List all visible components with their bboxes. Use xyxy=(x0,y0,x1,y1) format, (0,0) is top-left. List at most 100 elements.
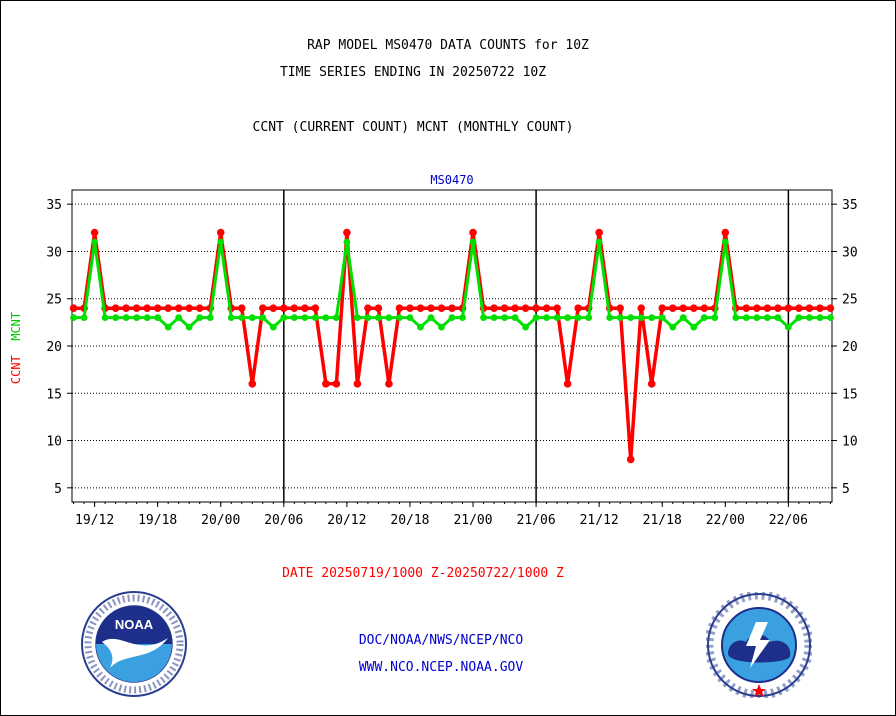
data-point-ccnt xyxy=(185,304,194,312)
data-point-mcnt xyxy=(175,314,183,322)
data-point-mcnt xyxy=(301,314,309,322)
x-tick-label: 21/18 xyxy=(643,513,682,528)
data-point-ccnt xyxy=(301,304,309,312)
x-tick-label: 21/06 xyxy=(517,513,556,528)
data-point-ccnt xyxy=(563,380,572,388)
data-point-mcnt xyxy=(417,323,424,331)
x-tick-label: 22/00 xyxy=(706,513,745,528)
data-point-ccnt xyxy=(216,228,225,237)
data-point-ccnt xyxy=(311,304,320,312)
credit-website: WWW.NCO.NCEP.NOAA.GOV xyxy=(358,660,524,675)
data-point-mcnt xyxy=(185,323,193,331)
data-point-mcnt xyxy=(353,314,361,322)
data-point-ccnt xyxy=(753,304,761,312)
data-point-ccnt xyxy=(469,228,477,237)
data-point-mcnt xyxy=(311,314,319,322)
data-point-ccnt xyxy=(132,304,141,312)
data-point-mcnt xyxy=(637,314,645,322)
data-point-ccnt xyxy=(616,304,624,312)
data-point-mcnt xyxy=(700,314,708,322)
data-point-mcnt xyxy=(448,314,456,322)
data-point-mcnt xyxy=(742,314,750,322)
data-point-ccnt xyxy=(805,304,814,312)
data-point-mcnt xyxy=(280,314,288,322)
data-point-ccnt xyxy=(406,304,414,312)
data-point-ccnt xyxy=(763,304,772,312)
date-range-label: DATE 20250719/1000 Z-20250722/1000 Z xyxy=(282,566,564,581)
data-point-ccnt xyxy=(322,380,330,388)
y-tick-label-left: 15 xyxy=(46,387,62,402)
data-point-mcnt xyxy=(322,314,330,322)
data-point-mcnt xyxy=(164,323,172,331)
data-point-mcnt xyxy=(364,314,372,322)
data-point-mcnt xyxy=(143,314,151,322)
series-line-ccnt xyxy=(73,230,831,462)
data-point-ccnt xyxy=(700,304,709,312)
data-point-mcnt xyxy=(112,314,120,322)
data-point-ccnt xyxy=(174,304,183,312)
data-point-ccnt xyxy=(343,228,351,237)
data-point-ccnt xyxy=(500,304,509,312)
data-point-mcnt xyxy=(816,314,824,322)
data-point-ccnt xyxy=(332,380,341,388)
data-point-mcnt xyxy=(332,314,340,322)
data-point-mcnt xyxy=(753,314,761,322)
data-point-mcnt xyxy=(721,238,729,246)
data-point-mcnt xyxy=(711,314,719,322)
data-point-mcnt xyxy=(679,314,687,322)
x-tick-label: 20/18 xyxy=(390,513,429,528)
data-point-mcnt xyxy=(511,314,519,322)
data-point-mcnt xyxy=(459,314,466,322)
data-point-ccnt xyxy=(490,304,498,312)
data-point-mcnt xyxy=(469,238,477,246)
data-point-mcnt xyxy=(343,238,351,246)
chart-title-secondary: TIME SERIES ENDING IN 20250722 10Z xyxy=(279,65,547,80)
data-point-ccnt xyxy=(69,304,78,312)
chart-subtitle: CCNT (CURRENT COUNT) MCNT (MONTHLY COUNT… xyxy=(252,120,574,135)
data-point-mcnt xyxy=(564,314,572,322)
y-tick-label-right: 30 xyxy=(842,245,858,260)
data-point-mcnt xyxy=(427,314,435,322)
data-point-ccnt xyxy=(195,304,204,312)
y-tick-label-left: 30 xyxy=(46,245,62,260)
data-point-ccnt xyxy=(364,304,372,312)
x-tick-label: 21/12 xyxy=(580,513,619,528)
data-point-mcnt xyxy=(795,314,803,322)
data-point-ccnt xyxy=(416,304,425,312)
data-point-ccnt xyxy=(784,304,793,312)
data-point-ccnt xyxy=(248,380,257,388)
data-point-ccnt xyxy=(280,304,288,312)
noaa-logo-text: NOAA xyxy=(115,617,154,632)
data-point-mcnt xyxy=(627,314,635,322)
x-tick-label: 21/00 xyxy=(453,513,492,528)
noaa-logo-icon: NOAA xyxy=(81,591,187,697)
data-point-ccnt xyxy=(427,304,435,312)
data-point-ccnt xyxy=(689,304,698,312)
data-point-ccnt xyxy=(679,304,688,312)
data-point-mcnt xyxy=(217,238,225,246)
data-point-mcnt xyxy=(406,314,414,322)
data-point-mcnt xyxy=(501,314,508,322)
data-point-ccnt xyxy=(532,304,540,312)
data-point-ccnt xyxy=(574,304,582,312)
data-point-ccnt xyxy=(658,304,667,312)
data-point-mcnt xyxy=(763,314,771,322)
credit-agency: DOC/NOAA/NWS/NCEP/NCO xyxy=(358,633,524,648)
data-point-ccnt xyxy=(521,304,530,312)
data-point-mcnt xyxy=(585,314,593,322)
chart-title: RAP MODEL MS0470 DATA COUNTS for 10Z xyxy=(307,38,589,53)
data-point-mcnt xyxy=(269,323,277,331)
y-tick-label-right: 15 xyxy=(842,387,858,402)
data-point-mcnt xyxy=(732,314,740,322)
data-point-ccnt xyxy=(111,304,120,312)
data-point-ccnt xyxy=(647,380,656,388)
y-tick-label-left: 5 xyxy=(54,482,62,497)
data-point-ccnt xyxy=(269,304,278,312)
data-point-mcnt xyxy=(122,314,130,322)
data-point-mcnt xyxy=(375,314,382,322)
data-point-mcnt xyxy=(595,238,603,246)
data-point-mcnt xyxy=(154,314,162,322)
data-point-mcnt xyxy=(206,314,214,322)
x-tick-label: 22/06 xyxy=(769,513,808,528)
